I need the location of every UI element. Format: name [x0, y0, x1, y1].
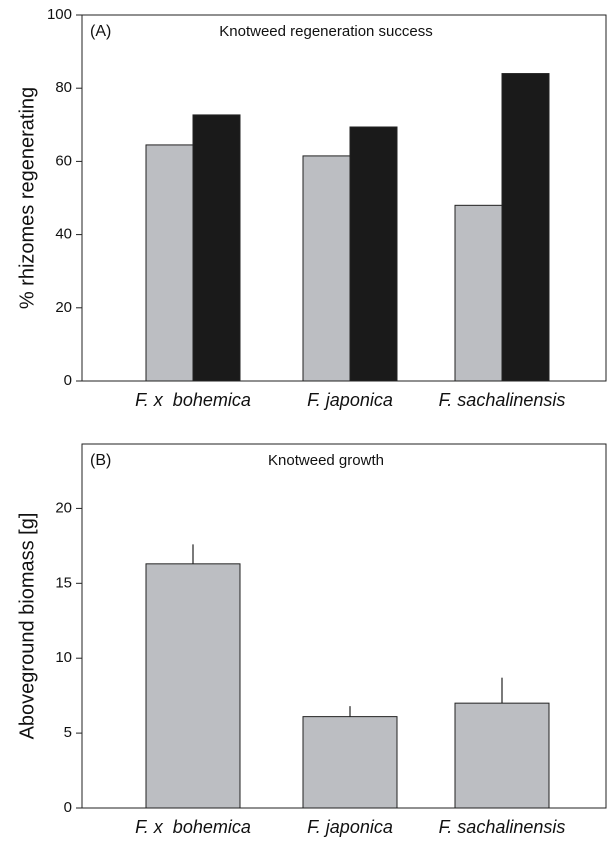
y-tick-label: 20 [55, 299, 72, 316]
chart-title: Knotweed regeneration success [219, 23, 432, 40]
y-tick-label: 0 [64, 372, 72, 389]
y-axis-label: Aboveground biomass [g] [16, 513, 38, 740]
y-tick-label: 40 [55, 226, 72, 243]
x-tick-label: F. x bohemica [135, 817, 251, 837]
x-tick-label: F. japonica [307, 390, 393, 410]
bar [454, 702, 550, 809]
chart-title: Knotweed growth [268, 452, 384, 469]
y-axis-label: % rhizomes regenerating [16, 87, 38, 309]
annotation: (B) [90, 452, 111, 469]
bar [302, 716, 398, 809]
y-tick-label: 15 [55, 574, 72, 591]
y-tick-label: 60 [55, 152, 72, 169]
y-tick-label: 10 [55, 649, 72, 666]
bar [192, 114, 241, 382]
bar [302, 155, 351, 382]
bar [501, 73, 550, 382]
y-tick-label: 5 [64, 724, 72, 741]
x-tick-label: F. japonica [307, 817, 393, 837]
x-tick-label: F. sachalinensis [439, 817, 566, 837]
bar [349, 126, 398, 382]
y-tick-label: 80 [55, 79, 72, 96]
y-tick-label: 20 [55, 499, 72, 516]
bar [145, 144, 194, 382]
x-tick-label: F. sachalinensis [439, 390, 566, 410]
bar [145, 563, 241, 809]
y-tick-label: 100 [47, 6, 72, 23]
annotation: (A) [90, 23, 111, 40]
x-tick-label: F. x bohemica [135, 390, 251, 410]
bar [454, 204, 503, 382]
y-tick-label: 0 [64, 799, 72, 816]
